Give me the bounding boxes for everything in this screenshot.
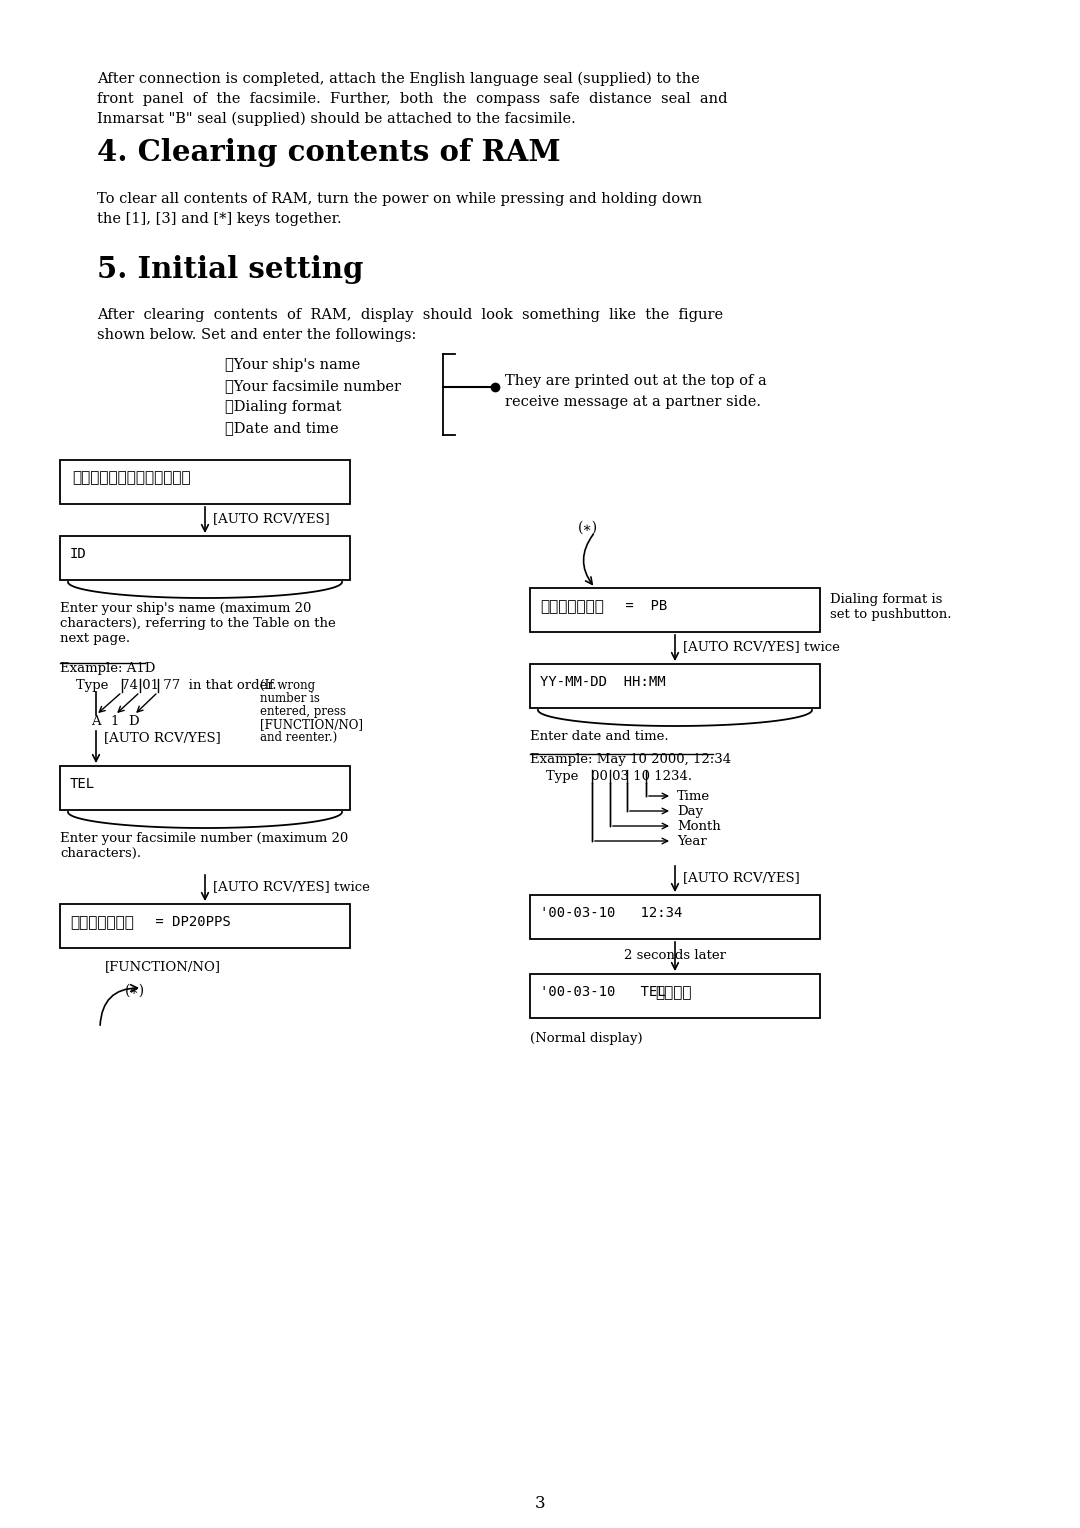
Text: Day: Day [677,805,703,817]
Bar [60,460,350,504]
Text: '00-03-10   12:34: '00-03-10 12:34 [540,906,683,920]
Text: Enter your facsimile number (maximum 20: Enter your facsimile number (maximum 20 [60,833,348,845]
Text: ID: ID [70,547,86,561]
Text: and reenter.): and reenter.) [260,730,337,744]
Text: front  panel  of  the  facsimile.  Further,  both  the  compass  safe  distance : front panel of the facsimile. Further, b… [97,92,728,105]
Bar [530,973,820,1018]
Text: 2 seconds later: 2 seconds later [624,949,726,963]
Text: next page.: next page. [60,633,130,645]
Text: カイセンタイプ: カイセンタイプ [540,599,604,614]
Text: After connection is completed, attach the English language seal (supplied) to th: After connection is completed, attach th… [97,72,700,87]
Text: Month: Month [677,821,720,833]
Text: ジキョクトウロクセッテイ？: ジキョクトウロクセッテイ？ [72,471,191,484]
Text: set to pushbutton.: set to pushbutton. [831,608,951,620]
Text: [AUTO RCV/YES]: [AUTO RCV/YES] [683,871,800,885]
Bar [530,665,820,707]
Text: receive message at a partner side.: receive message at a partner side. [505,396,761,410]
Text: Year: Year [677,834,706,848]
Bar [530,588,820,633]
Text: =  PB: = PB [617,599,667,613]
Text: TEL: TEL [70,778,95,792]
Text: [FUNCTION/NO]: [FUNCTION/NO] [260,718,363,730]
Text: [AUTO RCV/YES]: [AUTO RCV/YES] [104,730,220,744]
Text: = DP20PPS: = DP20PPS [147,915,231,929]
Text: [AUTO RCV/YES]: [AUTO RCV/YES] [213,512,329,526]
Text: 5. Initial setting: 5. Initial setting [97,255,363,284]
Text: 1: 1 [111,715,119,727]
Text: Enter your ship's name (maximum 20: Enter your ship's name (maximum 20 [60,602,311,614]
Text: ②Your facsimile number: ②Your facsimile number [225,379,401,393]
Text: Example: May 10 2000, 12:34: Example: May 10 2000, 12:34 [530,753,731,766]
Text: After  clearing  contents  of  RAM,  display  should  look  something  like  the: After clearing contents of RAM, display … [97,309,724,322]
Text: D: D [129,715,139,727]
Text: A: A [91,715,100,727]
Text: Type   74 01 77  in that order.: Type 74 01 77 in that order. [76,678,276,692]
Text: カイセンタイプ: カイセンタイプ [70,915,134,931]
Text: characters), referring to the Table on the: characters), referring to the Table on t… [60,617,336,630]
Text: (If wrong: (If wrong [260,678,315,692]
Text: Example: A1D: Example: A1D [60,662,156,675]
Text: ①Your ship's name: ①Your ship's name [225,358,361,371]
Text: (∗): (∗) [578,521,598,535]
Text: entered, press: entered, press [260,704,346,718]
Bar [60,536,350,581]
Bar [530,895,820,940]
Text: YY-MM-DD  HH:MM: YY-MM-DD HH:MM [540,675,665,689]
Text: Inmarsat "B" seal (supplied) should be attached to the facsimile.: Inmarsat "B" seal (supplied) should be a… [97,112,576,127]
Bar [60,905,350,947]
Text: '00-03-10   TEL: '00-03-10 TEL [540,986,674,999]
Text: 4. Clearing contents of RAM: 4. Clearing contents of RAM [97,138,561,167]
Text: Time: Time [677,790,711,804]
Text: To clear all contents of RAM, turn the power on while pressing and holding down: To clear all contents of RAM, turn the p… [97,193,702,206]
Text: the [1], [3] and [*] keys together.: the [1], [3] and [*] keys together. [97,212,341,226]
Text: [FUNCTION/NO]: [FUNCTION/NO] [105,960,221,973]
Bar [60,766,350,810]
Text: ③Dialing format: ③Dialing format [225,400,341,414]
Text: (Normal display): (Normal display) [530,1031,643,1045]
Text: Type   00 03 10 1234.: Type 00 03 10 1234. [546,770,692,782]
Text: ユウセン: ユウセン [656,986,691,999]
Text: They are printed out at the top of a: They are printed out at the top of a [505,374,767,388]
Text: ④Date and time: ④Date and time [225,422,339,435]
Text: (∗): (∗) [125,984,145,998]
Text: 3: 3 [535,1494,545,1513]
Text: [AUTO RCV/YES] twice: [AUTO RCV/YES] twice [213,880,369,892]
Text: [AUTO RCV/YES] twice: [AUTO RCV/YES] twice [683,640,840,652]
Text: shown below. Set and enter the followings:: shown below. Set and enter the following… [97,329,417,342]
Text: Dialing format is: Dialing format is [831,593,943,607]
Text: number is: number is [260,692,320,704]
Text: Enter date and time.: Enter date and time. [530,730,669,743]
Text: characters).: characters). [60,847,141,860]
